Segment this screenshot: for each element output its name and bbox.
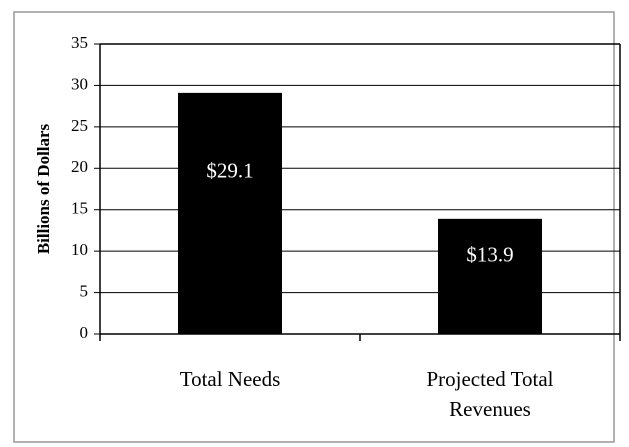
y-tick-label: 5 xyxy=(80,281,89,300)
y-tick-label: 15 xyxy=(71,199,88,218)
x-tick-label: Projected Total Revenues xyxy=(426,367,554,421)
value-label: $13.9 xyxy=(466,243,513,267)
y-tick-label: 30 xyxy=(71,74,88,93)
x-tick-label: Total Needs xyxy=(179,367,281,391)
y-axis-label: Billions of Dollars xyxy=(34,123,53,254)
chart-frame xyxy=(13,11,615,443)
value-label: $29.1 xyxy=(206,158,253,182)
y-tick-label: 25 xyxy=(71,116,88,135)
y-tick-label: 35 xyxy=(71,33,88,52)
bar xyxy=(178,92,282,334)
y-tick-label: 0 xyxy=(80,323,89,342)
bar xyxy=(438,218,542,334)
y-tick-label: 10 xyxy=(71,240,88,259)
y-tick-label: 20 xyxy=(71,157,88,176)
